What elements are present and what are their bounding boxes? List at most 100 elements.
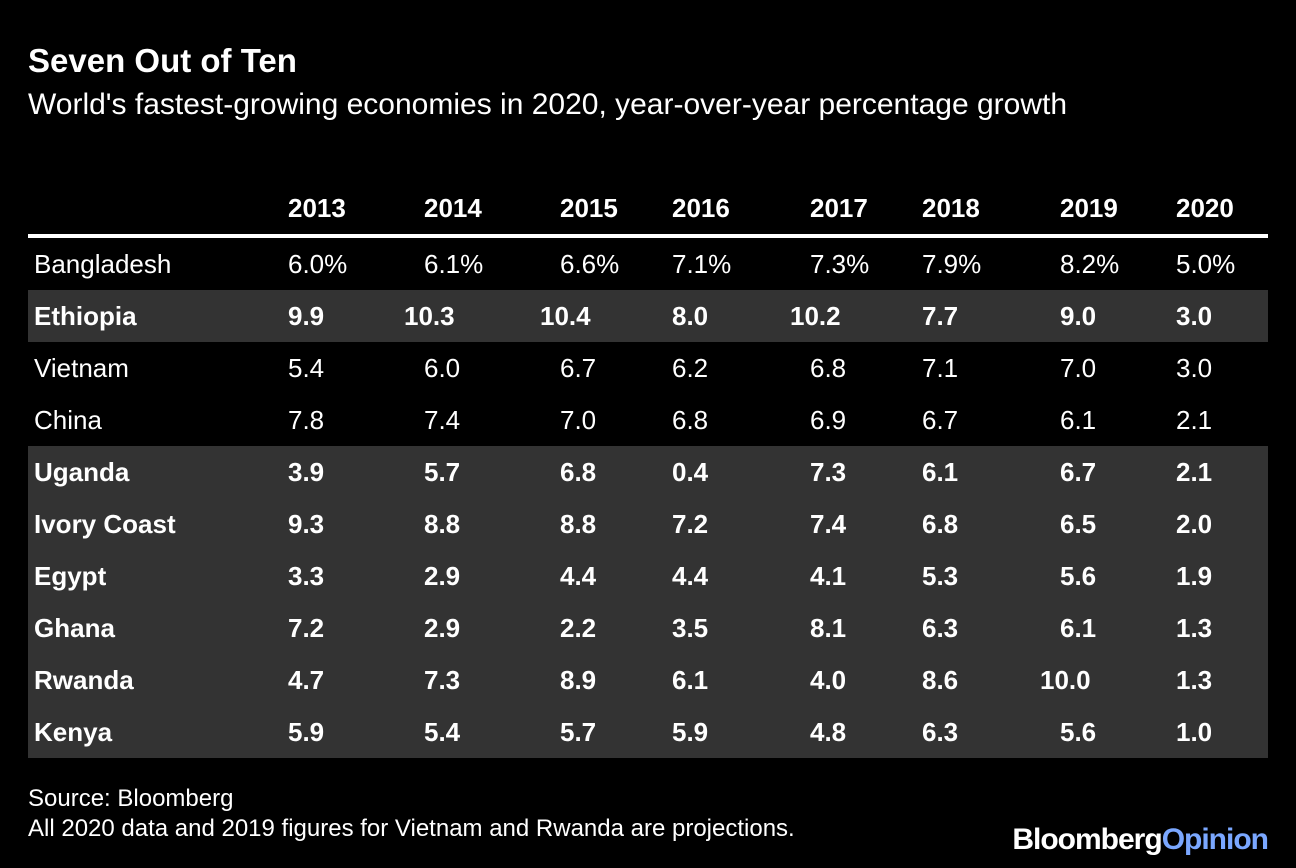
growth-value: 6.8 xyxy=(672,405,709,435)
table-row: Egypt 3.3 2.9 4.4 4.4 4.1 5.3 5.6 1.9 xyxy=(28,550,1268,602)
growth-value: 7.0 xyxy=(1060,353,1097,383)
growth-value: 2.1 xyxy=(1176,405,1213,435)
growth-value: 6.8 xyxy=(922,509,959,539)
growth-value: 8.8 xyxy=(560,509,597,539)
growth-value: 10.4 xyxy=(540,301,591,331)
table-header-row: 2013 2014 2015 2016 2017 2018 2019 2020 xyxy=(28,186,1268,238)
growth-value: 6.3 xyxy=(922,613,959,643)
growth-value: 6.7 xyxy=(922,405,959,435)
growth-value: 1.9 xyxy=(1176,561,1213,591)
growth-value: 3.0 xyxy=(1176,353,1213,383)
table-row: Rwanda 4.7 7.3 8.9 6.1 4.0 8.6 10.0 1.3 xyxy=(28,654,1268,706)
growth-value: 5.9 xyxy=(288,717,325,747)
table-row: Ivory Coast 9.3 8.8 8.8 7.2 7.4 6.8 6.5 2.0 xyxy=(28,498,1268,550)
growth-value: 2.1 xyxy=(1176,457,1213,487)
country-label: Bangladesh xyxy=(34,249,172,279)
growth-value: 10.0 xyxy=(1040,665,1091,695)
growth-value: 7.2 xyxy=(288,613,325,643)
table-row: Kenya 5.9 5.4 5.7 5.9 4.8 6.3 5.6 1.0 xyxy=(28,706,1268,758)
growth-value: 6.7 xyxy=(1060,457,1097,487)
column-header: 2020 xyxy=(1176,193,1234,223)
column-header: 2013 xyxy=(288,193,346,223)
growth-value: 5.7 xyxy=(424,457,461,487)
growth-value: 3.9 xyxy=(288,457,325,487)
growth-value: 8.0 xyxy=(672,301,709,331)
growth-value: 9.0 xyxy=(1060,301,1097,331)
growth-value: 6.1% xyxy=(424,249,484,279)
growth-value: 7.3 xyxy=(810,457,847,487)
growth-table: 2013 2014 2015 2016 2017 2018 2019 2020 Banglad… xyxy=(28,186,1268,758)
growth-value: 6.0 xyxy=(424,353,461,383)
growth-value: 4.7 xyxy=(288,665,325,695)
growth-value: 8.2% xyxy=(1060,249,1120,279)
country-label: Rwanda xyxy=(34,665,134,695)
chart-subtitle: World's fastest-growing economies in 202… xyxy=(28,88,1068,121)
country-label: Vietnam xyxy=(34,353,129,383)
table-row: China 7.8 7.4 7.0 6.8 6.9 6.7 6.1 2.1 xyxy=(28,394,1268,446)
growth-value: 2.0 xyxy=(1176,509,1213,539)
growth-value: 5.6 xyxy=(1060,561,1097,591)
growth-value: 10.3 xyxy=(404,301,455,331)
growth-value: 5.4 xyxy=(424,717,461,747)
column-header: 2014 xyxy=(424,193,482,223)
growth-value: 6.1 xyxy=(922,457,959,487)
growth-value: 10.2 xyxy=(790,301,841,331)
growth-value: 9.9 xyxy=(288,301,325,331)
growth-value: 6.1 xyxy=(1060,405,1097,435)
table-row: Bangladesh 6.0% 6.1% 6.6% 7.1% 7.3% 7.9% 8.2% 5.… xyxy=(28,238,1268,290)
source-note: Source: Bloomberg xyxy=(28,785,234,812)
table-row: Ghana 7.2 2.9 2.2 3.5 8.1 6.3 6.1 1.3 xyxy=(28,602,1268,654)
growth-value: 0.4 xyxy=(672,457,709,487)
growth-value: 7.7 xyxy=(922,301,959,331)
growth-value: 5.4 xyxy=(288,353,325,383)
growth-value: 5.9 xyxy=(672,717,709,747)
growth-value: 4.4 xyxy=(560,561,597,591)
table-row: Vietnam 5.4 6.0 6.7 6.2 6.8 7.1 7.0 3.0 xyxy=(28,342,1268,394)
country-label: Kenya xyxy=(34,717,113,747)
country-label: Ghana xyxy=(34,613,115,643)
country-label: Uganda xyxy=(34,457,130,487)
growth-value: 4.8 xyxy=(810,717,847,747)
column-header: 2015 xyxy=(560,193,618,223)
growth-value: 8.9 xyxy=(560,665,597,695)
growth-value: 4.1 xyxy=(810,561,847,591)
growth-value: 7.1% xyxy=(672,249,732,279)
growth-value: 1.3 xyxy=(1176,665,1213,695)
growth-value: 6.5 xyxy=(1060,509,1097,539)
table-row: Uganda 3.9 5.7 6.8 0.4 7.3 6.1 6.7 2.1 xyxy=(28,446,1268,498)
bloomberg-opinion-logo: BloombergOpinion xyxy=(1012,820,1269,860)
growth-value: 8.1 xyxy=(810,613,847,643)
growth-value: 6.6% xyxy=(560,249,620,279)
growth-value: 7.4 xyxy=(810,509,847,539)
growth-value: 3.0 xyxy=(1176,301,1213,331)
growth-value: 2.9 xyxy=(424,561,461,591)
column-header: 2018 xyxy=(922,193,980,223)
growth-value: 4.0 xyxy=(810,665,847,695)
growth-value: 1.0 xyxy=(1176,717,1213,747)
growth-value: 5.7 xyxy=(560,717,597,747)
growth-value: 5.6 xyxy=(1060,717,1097,747)
country-label: Ivory Coast xyxy=(34,509,176,539)
growth-value: 7.8 xyxy=(288,405,325,435)
growth-value: 1.3 xyxy=(1176,613,1213,643)
growth-value: 7.3% xyxy=(810,249,870,279)
country-label: China xyxy=(34,405,102,435)
growth-value: 7.0 xyxy=(560,405,597,435)
growth-value: 2.9 xyxy=(424,613,461,643)
growth-value: 6.1 xyxy=(1060,613,1097,643)
growth-value: 6.9 xyxy=(810,405,847,435)
growth-value: 7.3 xyxy=(424,665,461,695)
growth-value: 8.8 xyxy=(424,509,461,539)
growth-value: 4.4 xyxy=(672,561,709,591)
column-header: 2016 xyxy=(672,193,730,223)
growth-value: 9.3 xyxy=(288,509,325,539)
country-label: Ethiopia xyxy=(34,301,137,331)
table-body: Bangladesh 6.0% 6.1% 6.6% 7.1% 7.3% 7.9% 8.2% 5.… xyxy=(28,238,1268,758)
growth-value: 6.0% xyxy=(288,249,348,279)
growth-value: 3.5 xyxy=(672,613,709,643)
brand-section: Opinion xyxy=(1161,823,1269,856)
growth-value: 7.1 xyxy=(922,353,959,383)
growth-value: 6.3 xyxy=(922,717,959,747)
chart-title: Seven Out of Ten xyxy=(28,42,297,79)
growth-value: 6.1 xyxy=(672,665,709,695)
